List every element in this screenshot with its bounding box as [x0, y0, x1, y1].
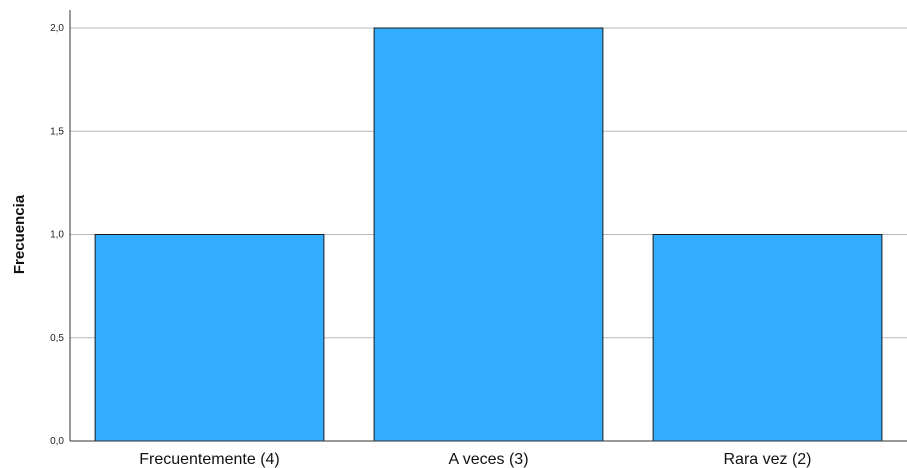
x-tick-labels: Frecuentemente (4) A veces (3) Rara vez (2…: [139, 451, 811, 468]
y-tick-labels: 0,0 0,5 1,0 1,5 2,0: [50, 23, 64, 447]
y-tick-label: 1,5: [50, 126, 64, 137]
bars: [94, 27, 883, 442]
bar: [94, 234, 325, 442]
bar: [652, 234, 883, 442]
axes: [69, 10, 907, 442]
y-tick-label: 2,0: [50, 23, 64, 34]
x-tick-label: A veces (3): [448, 451, 528, 468]
y-tick-label: 1,0: [50, 230, 64, 241]
y-tick-label: 0,5: [50, 333, 64, 344]
y-axis-title: Frecuencia: [11, 194, 28, 274]
x-tick-label: Frecuentemente (4): [139, 451, 280, 468]
bar: [373, 27, 604, 442]
x-tick-label: Rara vez (2): [723, 451, 811, 468]
y-tick-label: 0,0: [50, 436, 64, 447]
